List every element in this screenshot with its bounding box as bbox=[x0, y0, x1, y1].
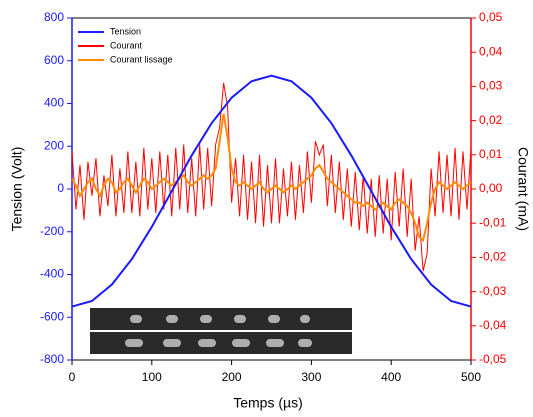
y2-tick-label: 0,00 bbox=[479, 181, 503, 195]
legend-label: Tension bbox=[110, 26, 141, 36]
y-tick-label: -600 bbox=[40, 309, 64, 323]
legend-label: Courant bbox=[110, 40, 143, 50]
y2-axis-label: Courant (mA) bbox=[515, 147, 531, 231]
series-line bbox=[71, 113, 472, 243]
y2-tick-label: 0,03 bbox=[479, 79, 503, 93]
series-line bbox=[71, 82, 472, 272]
series-line bbox=[71, 74, 472, 308]
y2-tick-label: -0,01 bbox=[479, 215, 507, 229]
y-tick-label: 400 bbox=[44, 96, 64, 110]
y-tick-label: -200 bbox=[40, 224, 64, 238]
y-tick-label: -800 bbox=[40, 352, 64, 366]
y-tick-label: 0 bbox=[57, 181, 64, 195]
y-tick-label: 600 bbox=[44, 53, 64, 67]
x-tick-label: 400 bbox=[381, 370, 401, 384]
y2-tick-label: 0,05 bbox=[479, 10, 503, 24]
legend-label: Courant lissage bbox=[110, 54, 173, 64]
y2-tick-label: -0,04 bbox=[479, 318, 507, 332]
x-tick-label: 500 bbox=[461, 370, 481, 384]
inset-image bbox=[90, 308, 352, 354]
x-tick-label: 200 bbox=[222, 370, 242, 384]
y2-tick-label: -0,03 bbox=[479, 284, 507, 298]
x-axis-label: Temps (µs) bbox=[233, 395, 303, 411]
y-tick-label: 800 bbox=[44, 10, 64, 24]
y2-tick-label: 0,04 bbox=[479, 44, 503, 58]
x-tick-label: 100 bbox=[142, 370, 162, 384]
x-tick-label: 300 bbox=[301, 370, 321, 384]
x-tick-label: 0 bbox=[69, 370, 76, 384]
y-tick-label: -400 bbox=[40, 267, 64, 281]
y-axis-label: Tension (Volt) bbox=[9, 147, 25, 232]
y-tick-label: 200 bbox=[44, 138, 64, 152]
y2-tick-label: -0,02 bbox=[479, 250, 507, 264]
y2-tick-label: 0,01 bbox=[479, 147, 503, 161]
y2-tick-label: -0,05 bbox=[479, 352, 507, 366]
y2-tick-label: 0,02 bbox=[479, 113, 503, 127]
